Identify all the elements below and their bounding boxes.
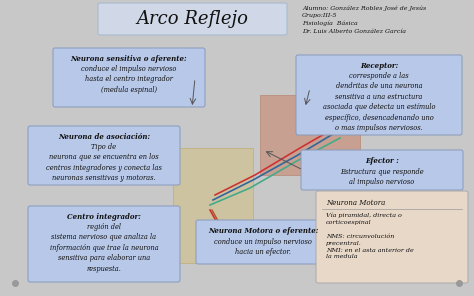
Text: Arco Reflejo: Arco Reflejo [136,10,248,28]
Text: Vía piramidal, directa o
corticoespinal

NMS: circunvolución
precentral.
NMI: en: Vía piramidal, directa o corticoespinal … [326,212,414,260]
Text: Neurona Motora o eferente:: Neurona Motora o eferente: [208,227,318,235]
FancyBboxPatch shape [316,191,468,283]
Text: Efector :: Efector : [365,157,399,165]
FancyBboxPatch shape [28,206,180,282]
Text: conduce el impulso nervioso
hasta el centro integrador
(medula espinal): conduce el impulso nervioso hasta el cen… [82,65,177,94]
FancyBboxPatch shape [296,55,462,135]
FancyBboxPatch shape [301,150,463,190]
FancyBboxPatch shape [196,220,330,264]
Text: Estructura que responde
al impulso nervioso: Estructura que responde al impulso nervi… [340,168,424,186]
Text: Neurona sensitiva o aferente:: Neurona sensitiva o aferente: [71,55,187,63]
FancyBboxPatch shape [53,48,205,107]
FancyBboxPatch shape [260,95,360,175]
Text: Tipo de
neurona que se encuentra en los
centros integradores y conecta las
neuro: Tipo de neurona que se encuentra en los … [46,143,162,182]
Text: conduce un impulso nervioso
hacia un efector.: conduce un impulso nervioso hacia un efe… [214,238,312,256]
FancyBboxPatch shape [28,126,180,185]
Text: Neurona Motora: Neurona Motora [326,199,385,207]
Text: Neurona de asociación:: Neurona de asociación: [58,133,150,141]
Text: Receptor:: Receptor: [360,62,398,70]
Text: corresponde a las
dendritas de una neurona
sensitiva a una estructura
asociada q: corresponde a las dendritas de una neuro… [323,72,435,132]
Text: Alumno: González Robles José de Jesús
Grupo:III-5
Fisiología  Básica
Dr. Luis Al: Alumno: González Robles José de Jesús Gr… [302,5,426,33]
FancyBboxPatch shape [98,3,287,35]
FancyBboxPatch shape [173,148,253,263]
Text: región del
sistema nervioso que analiza la
información que trae la neurona
sensi: región del sistema nervioso que analiza … [50,223,158,273]
Text: Centro integrador:: Centro integrador: [67,213,141,221]
